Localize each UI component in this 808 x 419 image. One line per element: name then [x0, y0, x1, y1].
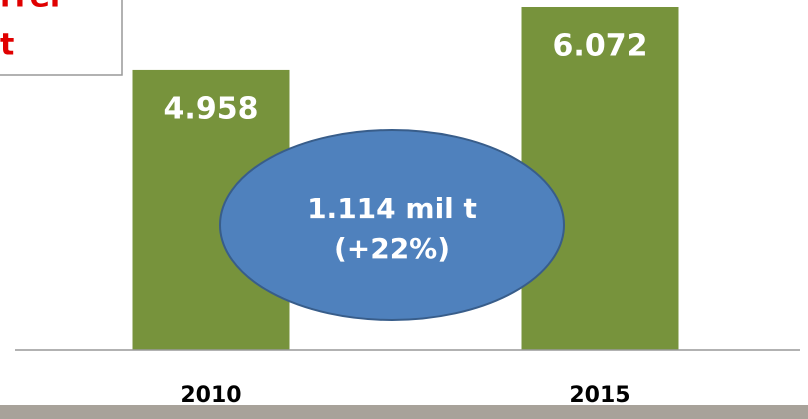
- x-tick-label: 2015: [569, 383, 630, 408]
- photo-strip: [0, 405, 808, 419]
- chart: rrel t 1.114 mil t (+22%) 4.958 2010 6.072…: [0, 0, 808, 419]
- x-tick-label: 2010: [180, 383, 241, 408]
- difference-ellipse: [220, 130, 564, 320]
- difference-label: (+22%): [334, 232, 450, 265]
- note-text: rrel: [0, 0, 60, 15]
- value-label: 4.958: [164, 91, 259, 126]
- difference-label: 1.114 mil t: [307, 192, 477, 225]
- value-label: 6.072: [553, 29, 648, 64]
- note-text: t: [0, 28, 14, 63]
